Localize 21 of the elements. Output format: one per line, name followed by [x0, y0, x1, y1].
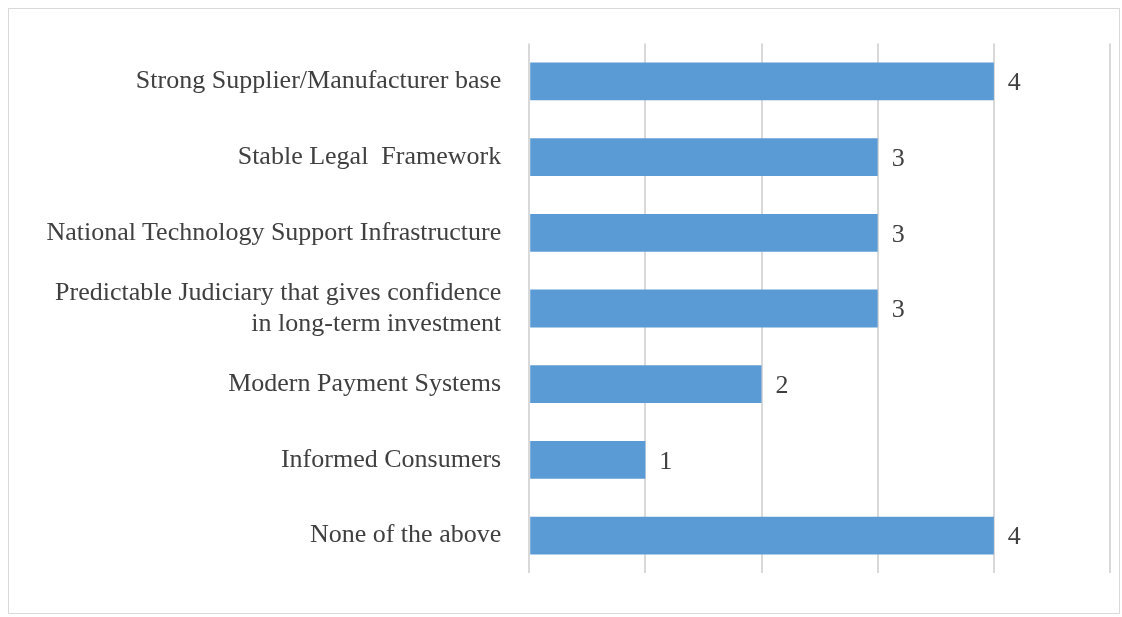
bar — [530, 440, 646, 479]
y-tick-label: National Technology Support Infrastructure — [46, 216, 502, 246]
data-label: 1 — [659, 445, 673, 475]
bar — [530, 138, 878, 177]
y-tick-label: Modern Payment Systems — [228, 368, 502, 398]
data-label: 4 — [1007, 521, 1021, 551]
bar — [530, 516, 994, 555]
y-tick-label: Informed Consumers — [280, 443, 502, 473]
y-tick-label: Stable Legal Framework — [237, 140, 502, 170]
bar — [530, 289, 878, 328]
data-label: 3 — [891, 294, 905, 324]
y-tick-label: None of the above — [309, 519, 502, 549]
data-label: 3 — [891, 218, 905, 248]
y-tick-label: Predictable Judiciary that gives confidence in long-term investment — [55, 276, 502, 337]
bar — [530, 62, 994, 101]
data-label: 3 — [891, 142, 905, 172]
data-label: 4 — [1007, 67, 1021, 97]
data-label: 2 — [775, 370, 789, 400]
bar — [530, 365, 762, 404]
bar — [530, 213, 878, 252]
y-tick-label: Strong Supplier/Manufacturer base — [135, 65, 502, 95]
